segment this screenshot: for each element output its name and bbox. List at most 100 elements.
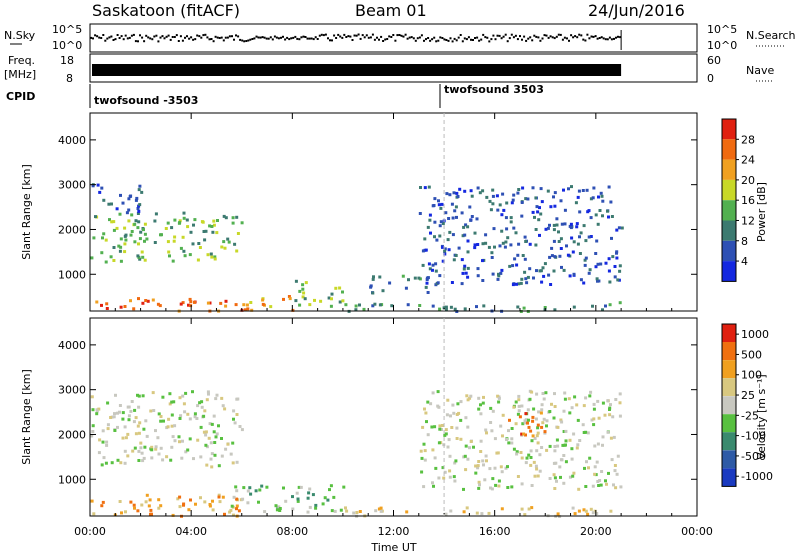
heatmap-cell — [230, 504, 234, 508]
heatmap-cell — [448, 230, 452, 234]
nsky-dot — [439, 36, 442, 39]
heatmap-cell — [100, 186, 104, 190]
heatmap-cell — [178, 221, 182, 225]
heatmap-cell — [596, 480, 600, 483]
heatmap-cell — [489, 208, 493, 212]
heatmap-cell — [497, 274, 501, 278]
heatmap-cell — [582, 281, 586, 285]
nsky-dot — [482, 33, 485, 36]
heatmap-cell — [159, 419, 163, 423]
colorbar-segment — [722, 432, 736, 451]
heatmap-cell — [223, 407, 227, 411]
heatmap-cell — [419, 449, 423, 453]
nsky-dot — [602, 37, 605, 40]
heatmap-cell — [477, 480, 481, 484]
colorbar-tick-label: -500 — [741, 450, 766, 463]
colorbar-segment — [722, 342, 736, 360]
heatmap-cell — [463, 233, 467, 237]
heatmap-cell — [139, 230, 143, 234]
heatmap-cell — [479, 450, 483, 453]
heatmap-cell — [495, 194, 499, 198]
heatmap-cell — [523, 419, 527, 423]
heatmap-cell — [515, 263, 519, 267]
heatmap-cell — [248, 486, 252, 490]
heatmap-cell — [461, 234, 465, 238]
heatmap-cell — [136, 509, 140, 513]
heatmap-cell — [464, 271, 468, 275]
heatmap-cell — [527, 507, 531, 511]
heatmap-cell — [533, 215, 536, 219]
nsky-dot — [277, 37, 280, 40]
heatmap-cell — [116, 411, 119, 415]
nsky-dot — [451, 40, 454, 43]
heatmap-cell — [506, 236, 510, 240]
heatmap-cell — [222, 240, 226, 244]
heatmap-cell — [521, 186, 525, 190]
heatmap-cell — [542, 397, 546, 401]
heatmap-cell — [536, 474, 540, 478]
heatmap-cell — [369, 285, 373, 289]
nsky-dot — [306, 37, 309, 40]
heatmap-cell — [143, 258, 147, 262]
heatmap-cell — [541, 266, 545, 270]
heatmap-cell — [257, 500, 260, 504]
heatmap-cell — [428, 213, 432, 217]
heatmap-cell — [308, 303, 312, 307]
nsky-dot — [335, 37, 338, 39]
heatmap-cell — [455, 437, 459, 440]
heatmap-cell — [595, 460, 599, 464]
heatmap-cell — [170, 424, 174, 428]
heatmap-cell — [211, 230, 215, 234]
heatmap-cell — [504, 216, 508, 220]
heatmap-cell — [466, 398, 470, 402]
heatmap-cell — [223, 512, 226, 516]
heatmap-cell — [216, 219, 219, 222]
nsky-dot — [337, 33, 340, 36]
heatmap-cell — [277, 505, 281, 509]
heatmap-cell — [483, 478, 487, 482]
heatmap-cell — [119, 245, 123, 249]
heatmap-cell — [572, 272, 576, 276]
heatmap-cell — [535, 449, 539, 453]
freq-label-line1: Freq. — [8, 54, 35, 67]
nsky-dot — [239, 38, 242, 41]
heatmap-cell — [422, 485, 426, 489]
nsky-dot — [208, 38, 211, 41]
heatmap-cell — [559, 418, 563, 422]
nsky-dot — [275, 36, 278, 39]
nsky-dot — [210, 38, 213, 40]
heatmap-cell — [172, 239, 176, 243]
nsky-dot — [457, 36, 460, 39]
nsky-dot — [606, 38, 609, 41]
heatmap-cell — [462, 487, 465, 491]
heatmap-cell — [211, 508, 215, 512]
heatmap-cell — [517, 398, 521, 402]
heatmap-cell — [138, 184, 142, 188]
heatmap-cell — [232, 409, 236, 413]
heatmap-cell — [294, 299, 298, 303]
heatmap-cell — [433, 425, 437, 429]
nsky-dot — [177, 40, 180, 42]
heatmap-cell — [168, 254, 171, 258]
nsky-dot — [582, 38, 585, 41]
heatmap-cell — [459, 418, 463, 422]
heatmap-cell — [589, 216, 593, 220]
heatmap-cell — [462, 225, 466, 229]
nsky-dot — [613, 37, 615, 40]
heatmap-cell — [170, 400, 174, 404]
heatmap-cell — [474, 464, 478, 468]
heatmap-cell — [196, 258, 200, 262]
heatmap-cell — [126, 454, 130, 458]
heatmap-cell — [242, 486, 246, 490]
nsky-dot — [284, 38, 287, 41]
heatmap-cell — [179, 302, 183, 306]
heatmap-cell — [92, 236, 96, 240]
heatmap-cell — [542, 274, 546, 278]
heatmap-cell — [157, 506, 161, 510]
heatmap-cell — [304, 281, 308, 285]
heatmap-cell — [306, 496, 310, 500]
heatmap-cell — [207, 392, 210, 396]
heatmap-cell — [97, 407, 101, 411]
heatmap-cell — [613, 265, 617, 268]
heatmap-cell — [206, 253, 210, 257]
